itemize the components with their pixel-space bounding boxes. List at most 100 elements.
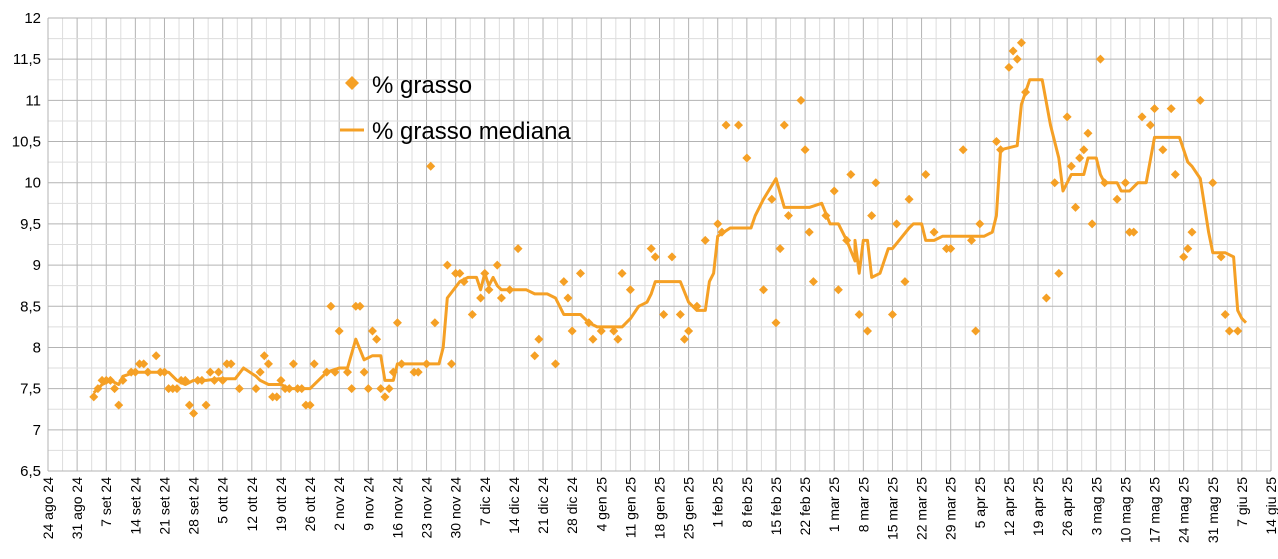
data-point: [1062, 112, 1072, 122]
data-point: [105, 375, 115, 385]
data-point: [1050, 178, 1060, 188]
data-point: [563, 293, 573, 303]
x-tick-label: 30 nov 24: [448, 477, 464, 539]
x-tick-label: 7 set 24: [98, 477, 114, 527]
data-point: [447, 359, 457, 369]
data-point: [900, 277, 910, 287]
data-point: [467, 310, 477, 320]
data-point: [1120, 178, 1130, 188]
x-tick-label: 1 mar 25: [826, 477, 842, 532]
y-tick-label: 7,5: [20, 381, 41, 398]
data-point: [1083, 128, 1093, 138]
data-point: [426, 161, 436, 171]
x-tick-label: 14 set 24: [127, 477, 143, 535]
data-point: [821, 211, 831, 221]
data-point: [330, 367, 340, 377]
x-tick-label: 1 feb 25: [710, 477, 726, 528]
data-point: [305, 400, 315, 410]
data-point: [846, 169, 856, 179]
data-point: [93, 384, 103, 394]
x-tick-label: 24 ago 24: [40, 477, 56, 539]
data-point: [297, 384, 307, 394]
data-point: [205, 367, 215, 377]
axes: [47, 18, 1271, 472]
data-point: [530, 351, 540, 361]
y-tick-label: 6,5: [20, 463, 41, 480]
x-tick-label: 5 apr 25: [972, 477, 988, 529]
data-point: [114, 400, 124, 410]
x-tick-label: 16 nov 24: [389, 477, 405, 539]
data-point: [779, 120, 789, 130]
data-point: [251, 384, 261, 394]
data-point: [1004, 62, 1014, 72]
data-point: [259, 351, 269, 361]
data-point: [1137, 112, 1147, 122]
x-tick-label: 8 feb 25: [739, 477, 755, 528]
data-point: [971, 326, 981, 336]
data-point: [551, 359, 561, 369]
data-point: [151, 351, 161, 361]
data-point: [480, 268, 490, 278]
data-point: [534, 334, 544, 344]
data-point: [388, 367, 398, 377]
x-tick-label: 3 mag 25: [1088, 477, 1104, 536]
x-tick-label: 18 gen 25: [652, 477, 668, 539]
data-point: [309, 359, 319, 369]
data-point: [392, 318, 402, 328]
x-tick-label: 31 mag 25: [1205, 477, 1221, 543]
x-tick-label: 21 dic 24: [535, 477, 551, 534]
data-point: [700, 235, 710, 245]
data-point: [118, 375, 128, 385]
data-point: [1100, 178, 1110, 188]
median-line: [92, 78, 1248, 394]
data-point: [804, 227, 814, 237]
legend-diamond-marker: [345, 76, 359, 90]
data-point: [734, 120, 744, 130]
data-point: [771, 318, 781, 328]
legend-label-line: % grasso mediana: [372, 118, 571, 145]
data-point: [1145, 120, 1155, 130]
y-tick-label: 12: [24, 10, 41, 27]
y-tick-labels: 6,5 7 7,5 8 8,5 9 9,5 10 10,5 11 11,5 12: [12, 10, 41, 480]
data-point: [921, 169, 931, 179]
data-point: [89, 392, 99, 402]
data-point: [234, 384, 244, 394]
data-point: [775, 244, 785, 254]
series-line-group: [92, 78, 1248, 394]
data-point: [1041, 293, 1051, 303]
x-tick-labels: 24 ago 24 31 ago 24 7 set 24 14 set 24 21 se…: [40, 477, 1278, 543]
data-point: [334, 326, 344, 336]
data-point: [276, 375, 286, 385]
data-point: [613, 334, 623, 344]
data-point: [459, 277, 469, 287]
data-point: [496, 293, 506, 303]
data-point: [1021, 87, 1031, 97]
y-tick-label: 11,5: [13, 51, 41, 68]
data-point: [692, 301, 702, 311]
data-point: [991, 137, 1001, 147]
data-point: [929, 227, 939, 237]
data-point: [975, 219, 985, 229]
data-point: [758, 285, 768, 295]
data-point: [1220, 310, 1230, 320]
x-tick-label: 7 dic 24: [477, 477, 493, 526]
data-point: [1208, 178, 1218, 188]
data-point: [1087, 219, 1097, 229]
data-point: [288, 359, 298, 369]
data-point: [1224, 326, 1234, 336]
data-point: [143, 367, 153, 377]
data-point: [625, 285, 635, 295]
data-point: [684, 326, 694, 336]
data-point: [842, 235, 852, 245]
data-point: [1150, 104, 1160, 114]
data-point: [584, 318, 594, 328]
data-point: [505, 285, 515, 295]
data-point: [1079, 145, 1089, 155]
data-point: [1179, 252, 1189, 262]
data-point: [172, 384, 182, 394]
data-point: [887, 310, 897, 320]
data-point: [326, 301, 336, 311]
data-point: [721, 120, 731, 130]
data-point: [966, 235, 976, 245]
